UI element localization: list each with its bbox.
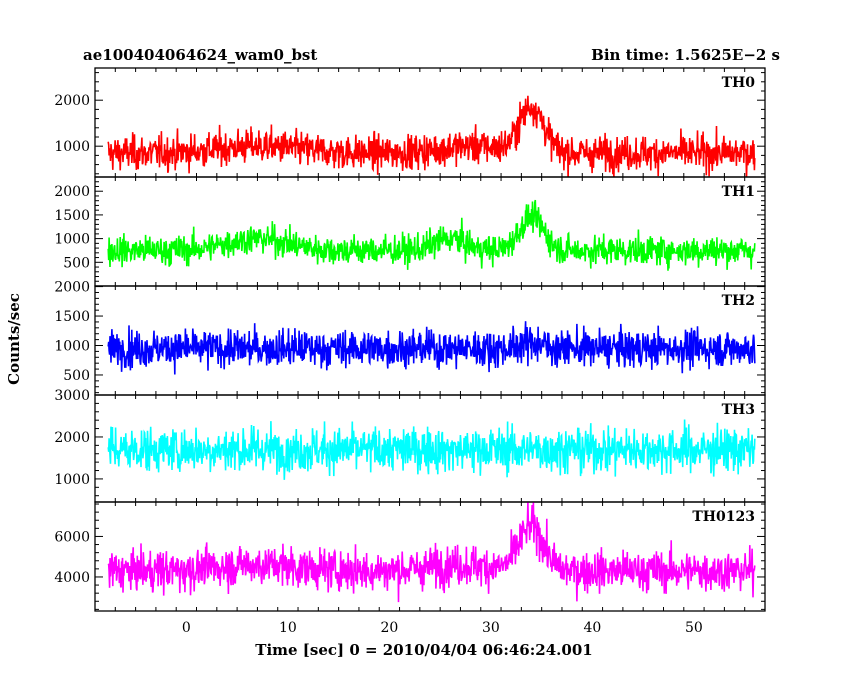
y-tick-label: 2000 xyxy=(54,430,90,446)
y-tick-label: 2000 xyxy=(54,280,90,296)
y-tick-label: 1000 xyxy=(54,472,90,488)
y-tick-label: 6000 xyxy=(54,529,90,545)
y-tick-label: 1500 xyxy=(54,309,90,325)
y-tick-label: 2000 xyxy=(54,93,90,109)
panel-label-th0123: TH0123 xyxy=(692,509,755,525)
y-tick-label: 1500 xyxy=(54,208,90,224)
series-th2 xyxy=(107,321,756,375)
panel-label-th3: TH3 xyxy=(722,402,755,418)
y-tick-label: 2000 xyxy=(54,184,90,200)
y-tick-label: 1000 xyxy=(54,232,90,248)
series-th1 xyxy=(107,199,756,271)
y-tick-label: 1000 xyxy=(54,139,90,155)
y-tick-label: 500 xyxy=(63,368,90,384)
panel-label-th0: TH0 xyxy=(722,75,756,91)
panel-label-th1: TH1 xyxy=(722,184,755,200)
y-tick-label: 3000 xyxy=(54,388,90,404)
series-th3 xyxy=(107,419,756,480)
y-tick-label: 4000 xyxy=(54,570,90,586)
x-tick-label: 50 xyxy=(685,620,703,636)
x-tick-label: 0 xyxy=(182,620,191,636)
x-axis-label: Time [sec] 0 = 2010/04/04 06:46:24.001 xyxy=(255,641,592,659)
x-tick-label: 30 xyxy=(482,620,500,636)
x-tick-label: 20 xyxy=(380,620,398,636)
x-tick-label: 40 xyxy=(584,620,602,636)
series-th0123 xyxy=(107,502,756,603)
panel-frame-th0123 xyxy=(94,501,766,612)
figure-title: ae100404064624_wam0_bst xyxy=(83,46,317,64)
y-axis-label: Counts/sec xyxy=(5,293,23,385)
y-tick-label: 500 xyxy=(63,255,90,271)
x-tick-label: 10 xyxy=(279,620,297,636)
panel-label-th2: TH2 xyxy=(722,293,755,309)
bin-time-label: Bin time: 1.5625E−2 s xyxy=(591,46,780,64)
y-tick-label: 1000 xyxy=(54,339,90,355)
series-th0 xyxy=(107,95,756,177)
